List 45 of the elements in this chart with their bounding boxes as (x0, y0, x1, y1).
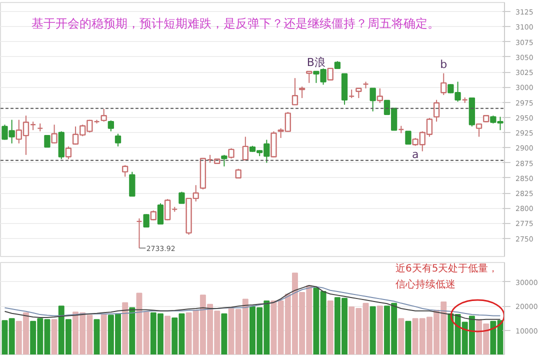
candlestick (476, 122, 482, 138)
annotation: a (412, 148, 419, 162)
candlestick (221, 154, 228, 167)
annotation: 信心持续低迷 (396, 278, 456, 290)
candlestick (370, 88, 376, 112)
candlestick (157, 202, 164, 225)
bar (51, 319, 58, 354)
bar (327, 300, 334, 354)
candlestick (440, 72, 447, 96)
annotation: b (440, 58, 448, 71)
bar (164, 316, 171, 354)
candlestick (235, 168, 242, 179)
candlestick (242, 136, 248, 160)
bar (405, 320, 412, 354)
annotation: B浪 (306, 56, 326, 70)
candlestick (228, 148, 234, 160)
bar (221, 313, 228, 354)
candlestick (178, 191, 185, 204)
candlestick (129, 171, 136, 197)
candlestick (100, 108, 107, 122)
candlestick (376, 88, 383, 104)
text: 基于开会的稳预期，预计短期难跌，是反弹下？还是继续僵持？周五将确定。 (32, 16, 440, 30)
bar (100, 314, 107, 354)
bar (94, 319, 100, 354)
candlestick (143, 214, 150, 228)
candlestick (51, 124, 58, 144)
annotation: 近6天有5天处于低量， (396, 262, 498, 274)
candlestick (114, 133, 122, 147)
candlestick (292, 78, 298, 106)
candlestick (270, 130, 277, 158)
candlestick (136, 218, 142, 249)
bar (370, 306, 376, 354)
candlestick (327, 68, 334, 81)
bar (122, 302, 128, 354)
candlestick (306, 70, 312, 84)
candlestick (44, 134, 50, 148)
bar (376, 306, 383, 354)
candlestick (108, 120, 114, 132)
candlestick (65, 146, 72, 160)
bar (398, 318, 404, 354)
bar (129, 307, 136, 354)
candlestick (122, 164, 128, 178)
candlestick (433, 99, 440, 122)
candlestick (356, 88, 362, 99)
candlestick (405, 130, 412, 145)
